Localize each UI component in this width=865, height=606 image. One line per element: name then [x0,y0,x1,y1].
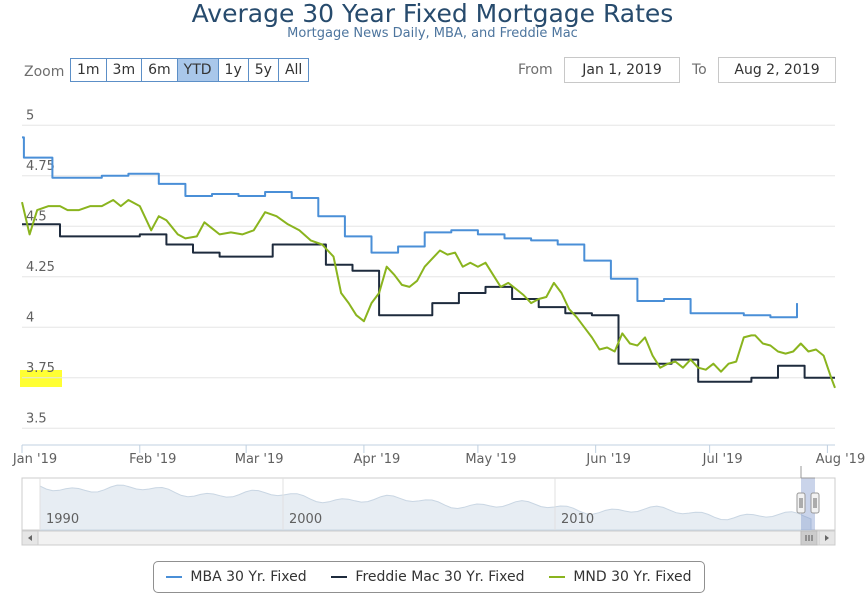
y-tick-label: 3.5 [26,411,47,426]
series-line-mba[interactable] [22,136,798,319]
navigator-selection[interactable] [801,478,815,530]
legend-label-freddie: Freddie Mac 30 Yr. Fixed [355,569,525,585]
series-line-mnd[interactable] [21,199,836,389]
to-date-input[interactable]: Aug 2, 2019 [718,57,836,83]
chart-subtitle: Mortgage News Daily, MBA, and Freddie Ma… [287,26,578,41]
highlight-marker [20,370,62,387]
zoom-6m-button[interactable]: 6m [142,59,178,81]
x-tick-label: Jul '19 [702,452,743,467]
x-tick-label: Aug '19 [816,452,865,467]
x-tick-label: Jan '19 [12,452,57,467]
legend-swatch-freddie [331,576,348,578]
navigator-left-handle[interactable] [796,492,806,514]
scrollbar-track[interactable] [21,530,836,546]
y-tick-label: 4 [26,310,34,325]
legend-swatch-mba [166,576,183,578]
to-label: To [692,62,707,78]
scrollbar-left-button[interactable] [21,530,39,546]
legend-item-mnd[interactable]: MND 30 Yr. Fixed [549,569,692,585]
scrollbar-thumb[interactable] [800,530,818,546]
from-date-input[interactable]: Jan 1, 2019 [564,57,680,83]
from-label: From [518,62,553,78]
legend-item-freddie[interactable]: Freddie Mac 30 Yr. Fixed [331,569,525,585]
y-tick-label: 5 [26,108,34,123]
zoom-5y-button[interactable]: 5y [248,59,279,81]
chart-title: Average 30 Year Fixed Mortgage Rates [191,0,674,28]
legend-label-mnd: MND 30 Yr. Fixed [573,569,692,585]
navigator-right-handle[interactable] [810,492,820,514]
navigator-year-label: 1990 [46,512,79,527]
y-tick-label: 4.5 [26,209,47,224]
y-tick-label: 4.75 [26,159,55,174]
navigator-year-label: 2010 [561,512,594,527]
legend-item-mba[interactable]: MBA 30 Yr. Fixed [166,569,307,585]
zoom-1y-button[interactable]: 1y [218,59,249,81]
x-tick-label: Feb '19 [129,452,176,467]
zoom-1m-button[interactable]: 1m [71,59,107,81]
legend-label-mba: MBA 30 Yr. Fixed [190,569,307,585]
y-tick-label: 3.75 [26,361,55,376]
zoom-ytd-button[interactable]: YTD [177,59,219,81]
zoom-all-button[interactable]: All [278,59,309,81]
x-tick-label: Apr '19 [354,452,401,467]
zoom-button-group: 1m 3m 6m YTD 1y 5y All [70,58,310,82]
x-tick-label: Mar '19 [235,452,284,467]
legend-swatch-mnd [549,576,566,578]
navigator-area-series [39,484,812,531]
series-line-freddie[interactable] [22,223,835,383]
legend: MBA 30 Yr. Fixed Freddie Mac 30 Yr. Fixe… [153,561,705,593]
zoom-3m-button[interactable]: 3m [106,59,143,81]
navigator-year-label: 2000 [289,512,322,527]
zoom-label: Zoom [24,64,65,80]
scrollbar-right-button[interactable] [818,530,836,546]
x-tick-label: Jun '19 [585,452,631,467]
y-tick-label: 4.25 [26,260,55,275]
arrow-right-icon [825,535,829,541]
x-tick-label: May '19 [465,452,516,467]
arrow-left-icon [28,535,32,541]
